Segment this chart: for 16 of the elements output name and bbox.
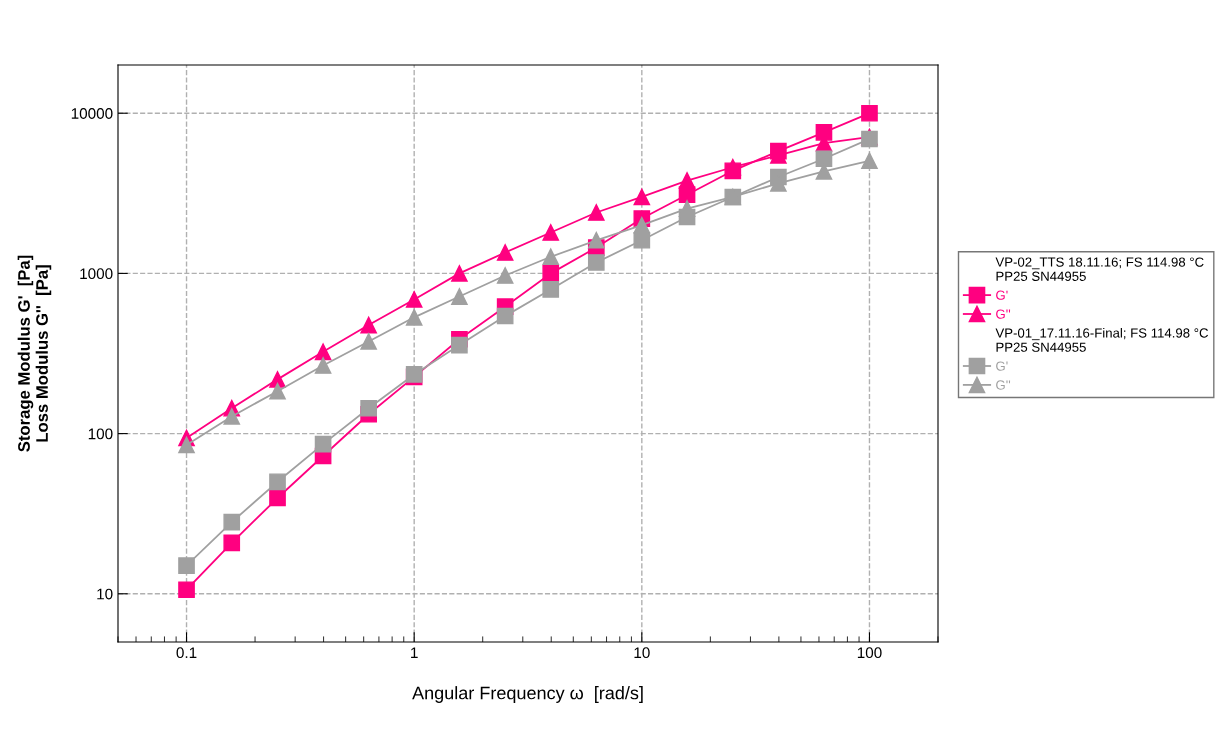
y-tick-label: 10000: [71, 108, 113, 119]
x-tick-label: 10: [634, 647, 650, 659]
x-tick-label: 1: [411, 647, 418, 658]
y-tick-label: 100: [88, 428, 113, 440]
x-axis-title: Angular Frequency ω [rad/s]: [412, 686, 643, 703]
text: VP-01_17.11.16-Final; FS 114.98 °C PP25 SN44955: [995, 327, 1209, 352]
y-tick-label: 1000: [80, 268, 113, 280]
text: VP-02_TTS 18.11.16; FS 114.98 °C PP25 SN44955: [995, 257, 1204, 281]
legend-label: G': [996, 361, 1008, 371]
legend-label: G'': [996, 309, 1011, 319]
x-tick-label: 100: [857, 647, 882, 659]
legend-label: G': [996, 290, 1008, 300]
legend-label: G'': [996, 380, 1011, 390]
x-tick-label: 0.1: [176, 647, 197, 659]
y-axis-title: Storage Modulus G' [Pa] Loss Modulus G'' [Pa]: [17, 255, 52, 452]
y-tick-label: 10: [97, 588, 113, 600]
